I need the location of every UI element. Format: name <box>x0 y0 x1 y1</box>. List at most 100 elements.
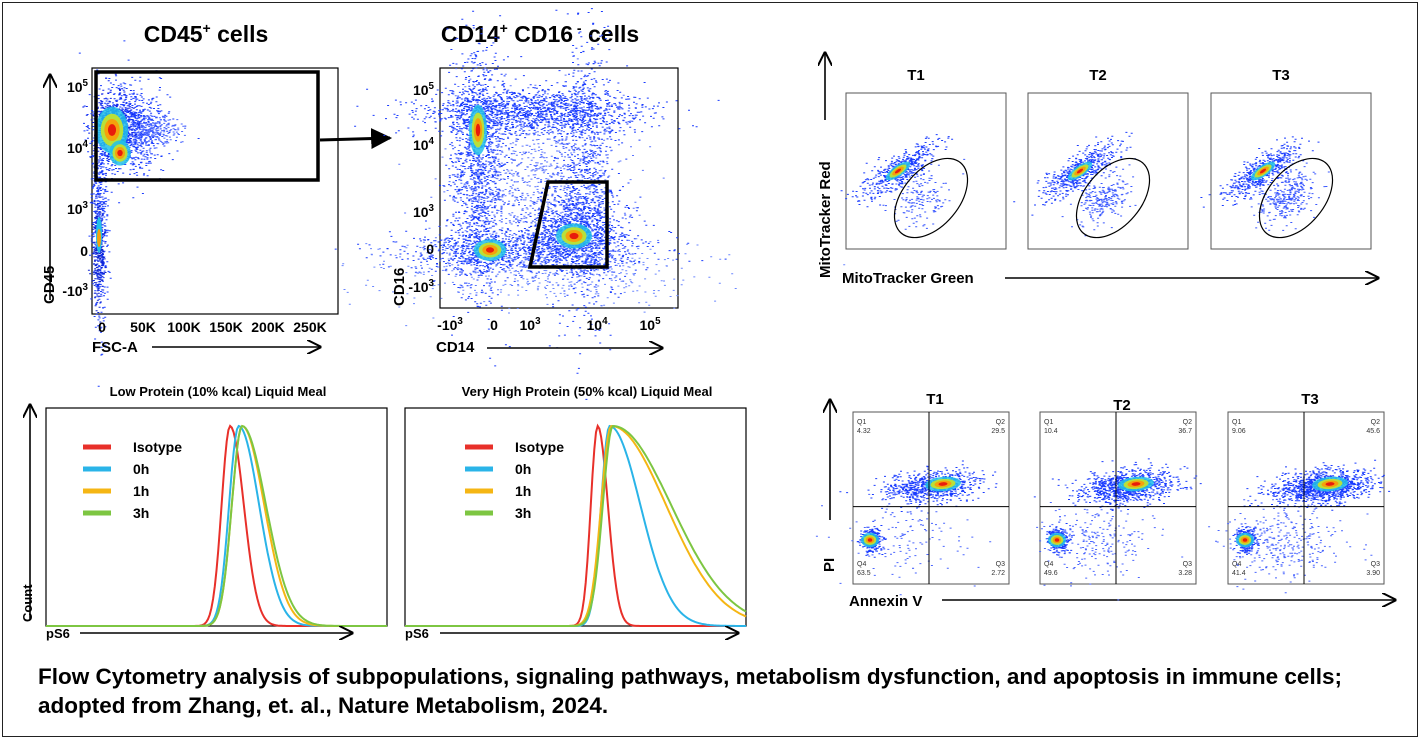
legend-label: 0h <box>515 461 531 477</box>
hist-high-curves <box>405 423 747 627</box>
annexin-plot-title: T1 <box>926 391 944 408</box>
cd14-density-plot <box>334 8 846 400</box>
figure-caption: Flow Cytometry analysis of subpopulation… <box>38 664 1342 718</box>
cd14-y-tick: 104 <box>413 136 435 153</box>
cd14-y-ticks: 105 104 103 0 -103 <box>408 81 434 295</box>
cd14-x-tick: -103 <box>437 316 463 333</box>
cd14-y-label: CD16 <box>391 268 408 306</box>
mito-y-label: MitoTracker Red <box>817 161 834 278</box>
legend-label: 0h <box>133 461 149 477</box>
cd45-x-ticks: 0 50K 100K 150K 200K 250K <box>98 319 327 335</box>
quadrant-label: 3.90 <box>1366 570 1380 577</box>
cd14-gate <box>527 180 609 269</box>
hist-low-y-label: Count <box>20 584 35 622</box>
hist-high-x-label: pS6 <box>405 626 429 641</box>
legend-label: 1h <box>515 483 531 499</box>
cd14-y-tick: 105 <box>413 81 435 98</box>
mito-plot-title: T1 <box>907 67 925 84</box>
legend-label: Isotype <box>515 439 564 455</box>
quadrant-label: 2.72 <box>991 570 1005 577</box>
cd45-density-plot <box>50 40 200 387</box>
quadrant-label: 49.6 <box>1044 570 1058 577</box>
cd45-y-tick: 104 <box>67 139 89 156</box>
hist-high-title: Very High Protein (50% kcal) Liquid Meal <box>462 384 713 399</box>
hist-low-curves <box>46 424 387 627</box>
mito-panel-group: MitoTracker Red MitoTracker Green T1 T2 T3 <box>817 53 1378 287</box>
cd14-panel: CD14+ CD16 - cells CD16 105 104 103 0 -103 -… <box>334 8 846 400</box>
annexin-panel-group: PI Annexin V T1Q14.32Q229.5Q32.72Q463.5T… <box>815 391 1395 610</box>
cd14-y-tick: 0 <box>426 241 434 257</box>
quadrant-label: Q2 <box>1183 419 1192 426</box>
cd45-x-tick: 100K <box>167 319 200 335</box>
mito-plot: T3 <box>1200 67 1372 250</box>
gate-link-arrow <box>319 128 393 150</box>
mito-plot-title: T3 <box>1272 67 1290 84</box>
hist-low-x-label: pS6 <box>46 626 70 641</box>
cd45-y-tick: -103 <box>62 282 88 299</box>
hist-curve <box>405 424 747 627</box>
cd45-gate <box>94 70 320 182</box>
cd45-panel-title: CD45+ cells <box>144 20 269 47</box>
legend-label: 1h <box>133 483 149 499</box>
mito-gate <box>1258 157 1334 239</box>
annexin-plot: T3 Q1 9.06 Q2 45.6 Q3 3.90 Q4 41.4 <box>1208 391 1391 594</box>
cd45-panel: CD45+ cells CD45 105 104 103 0 -103 0 50K 100K… <box>41 20 393 387</box>
quadrant-label: Q1 <box>1044 419 1053 426</box>
cd14-x-tick: 105 <box>639 316 661 333</box>
quadrant-label: Q3 <box>1183 561 1192 568</box>
cd45-y-tick: 0 <box>80 243 88 259</box>
legend-label: 3h <box>515 505 531 521</box>
mito-plot: T2 <box>1013 67 1189 250</box>
mito-plot: T1 <box>840 67 1007 250</box>
quadrant-label: Q4 <box>1232 561 1241 568</box>
cd45-x-tick: 200K <box>251 319 284 335</box>
quadrant-label: Q1 <box>857 419 866 426</box>
annexin-plot-title: T3 <box>1301 391 1319 408</box>
hist-high-plot-area <box>404 407 747 627</box>
cd45-y-tick: 105 <box>67 78 89 95</box>
mito-gate <box>1075 157 1151 239</box>
annexin-y-label: PI <box>821 558 838 572</box>
legend-label: 3h <box>133 505 149 521</box>
quadrant-label: Q4 <box>1044 561 1053 568</box>
quadrant-label: Q1 <box>1232 419 1241 426</box>
cd14-y-tick: 103 <box>413 203 435 220</box>
quadrant-label: Q2 <box>996 419 1005 426</box>
hist-low-panel: Low Protein (10% kcal) Liquid Meal Count… <box>20 384 388 641</box>
cd14-x-ticks: -103 0 103 104 105 <box>437 316 661 333</box>
cd14-panel-title: CD14+ CD16 - cells <box>441 20 639 47</box>
hist-curve <box>46 424 387 627</box>
quadrant-label: Q3 <box>996 561 1005 568</box>
annexin-plot: T1 Q1 4.32 Q2 29.5 Q3 2.72 Q4 63.5 <box>815 391 1010 596</box>
cd14-x-tick: 0 <box>490 317 498 333</box>
quadrant-label: 9.06 <box>1232 428 1246 435</box>
cd45-y-label: CD45 <box>41 266 58 304</box>
cd45-x-tick: 150K <box>209 319 242 335</box>
quadrant-label: 29.5 <box>991 428 1005 435</box>
quadrant-label: 63.5 <box>857 570 871 577</box>
hist-low-legend: Isotype 0h 1h 3h <box>83 439 182 521</box>
cd45-x-tick: 50K <box>130 319 156 335</box>
cd45-plot-area <box>91 67 339 315</box>
cd45-x-tick: 0 <box>98 319 106 335</box>
cd14-x-tick: 104 <box>586 316 608 333</box>
quadrant-label: 36.7 <box>1178 428 1192 435</box>
mito-x-label: MitoTracker Green <box>842 270 974 287</box>
quadrant-label: 45.6 <box>1366 428 1380 435</box>
cd45-x-tick: 250K <box>293 319 326 335</box>
hist-high-panel: Very High Protein (50% kcal) Liquid Meal… <box>404 384 747 641</box>
quadrant-label: Q2 <box>1371 419 1380 426</box>
cd45-y-ticks: 105 104 103 0 -103 <box>62 78 88 299</box>
cd45-y-tick: 103 <box>67 200 89 217</box>
cd14-x-label: CD14 <box>436 339 475 356</box>
quadrant-label: 3.28 <box>1178 570 1192 577</box>
cd45-x-label: FSC-A <box>92 339 138 356</box>
legend-label: Isotype <box>133 439 182 455</box>
annexin-plot-title: T2 <box>1113 397 1131 414</box>
cd14-x-tick: 103 <box>519 316 541 333</box>
cd14-y-tick: -103 <box>408 278 434 295</box>
hist-low-title: Low Protein (10% kcal) Liquid Meal <box>110 384 327 399</box>
hist-low-plot-area <box>45 407 388 627</box>
